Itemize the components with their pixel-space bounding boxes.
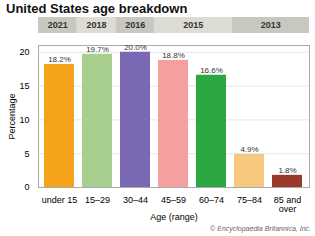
svg-text:85 andover: 85 andover xyxy=(274,195,302,214)
svg-text:Age (range): Age (range) xyxy=(150,212,198,222)
svg-text:30–44: 30–44 xyxy=(123,195,148,205)
svg-text:18.2%: 18.2% xyxy=(48,55,71,64)
svg-text:15–29: 15–29 xyxy=(85,195,110,205)
svg-text:1.8%: 1.8% xyxy=(278,166,296,175)
svg-text:2013: 2013 xyxy=(261,20,281,30)
svg-text:45–59: 45–59 xyxy=(161,195,186,205)
svg-text:60–74: 60–74 xyxy=(199,195,224,205)
svg-text:18.8%: 18.8% xyxy=(162,51,185,60)
svg-text:20: 20 xyxy=(19,47,29,57)
svg-text:15: 15 xyxy=(19,81,29,91)
svg-text:2018: 2018 xyxy=(87,20,107,30)
svg-text:2015: 2015 xyxy=(183,20,203,30)
svg-text:2021: 2021 xyxy=(48,20,68,30)
svg-text:under 15: under 15 xyxy=(42,195,78,205)
svg-text:4.9%: 4.9% xyxy=(240,145,258,154)
svg-text:16.6%: 16.6% xyxy=(200,66,223,75)
svg-text:2016: 2016 xyxy=(125,20,145,30)
svg-text:19.7%: 19.7% xyxy=(86,45,109,54)
html-text:© Encyclopaedia Britannica, In: © Encyclopaedia Britannica, Inc. xyxy=(210,225,311,232)
svg-text:Percentage: Percentage xyxy=(7,93,17,139)
svg-text:75–84: 75–84 xyxy=(237,195,262,205)
svg-text:5: 5 xyxy=(24,149,29,159)
svg-text:10: 10 xyxy=(19,115,29,125)
svg-text:0: 0 xyxy=(24,182,29,192)
svg-text:20.0%: 20.0% xyxy=(124,43,147,52)
html-text:United States age breakdown: United States age breakdown xyxy=(6,1,188,16)
